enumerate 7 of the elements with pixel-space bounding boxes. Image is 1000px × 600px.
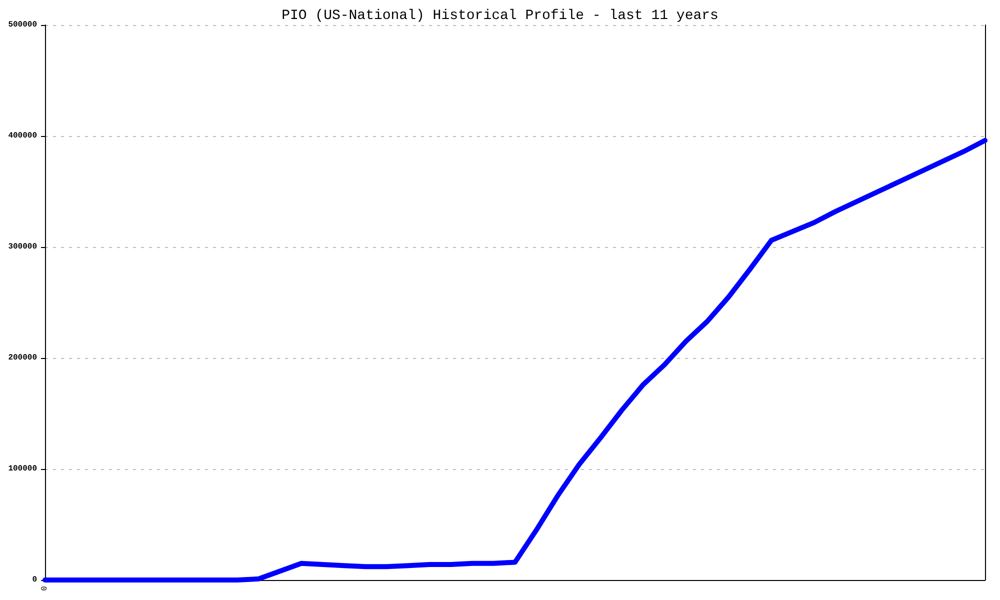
y-tick-label: 400000 [8, 132, 38, 140]
y-tick-label: 200000 [8, 354, 38, 362]
y-tick-label: 100000 [8, 464, 38, 474]
category-label: 0 [40, 586, 50, 591]
chart-title: PIO (US-National) Historical Profile - last 11 years [282, 8, 718, 24]
y-tick-label: 300000 [8, 242, 38, 252]
y-tick-label: 500000 [8, 20, 38, 30]
